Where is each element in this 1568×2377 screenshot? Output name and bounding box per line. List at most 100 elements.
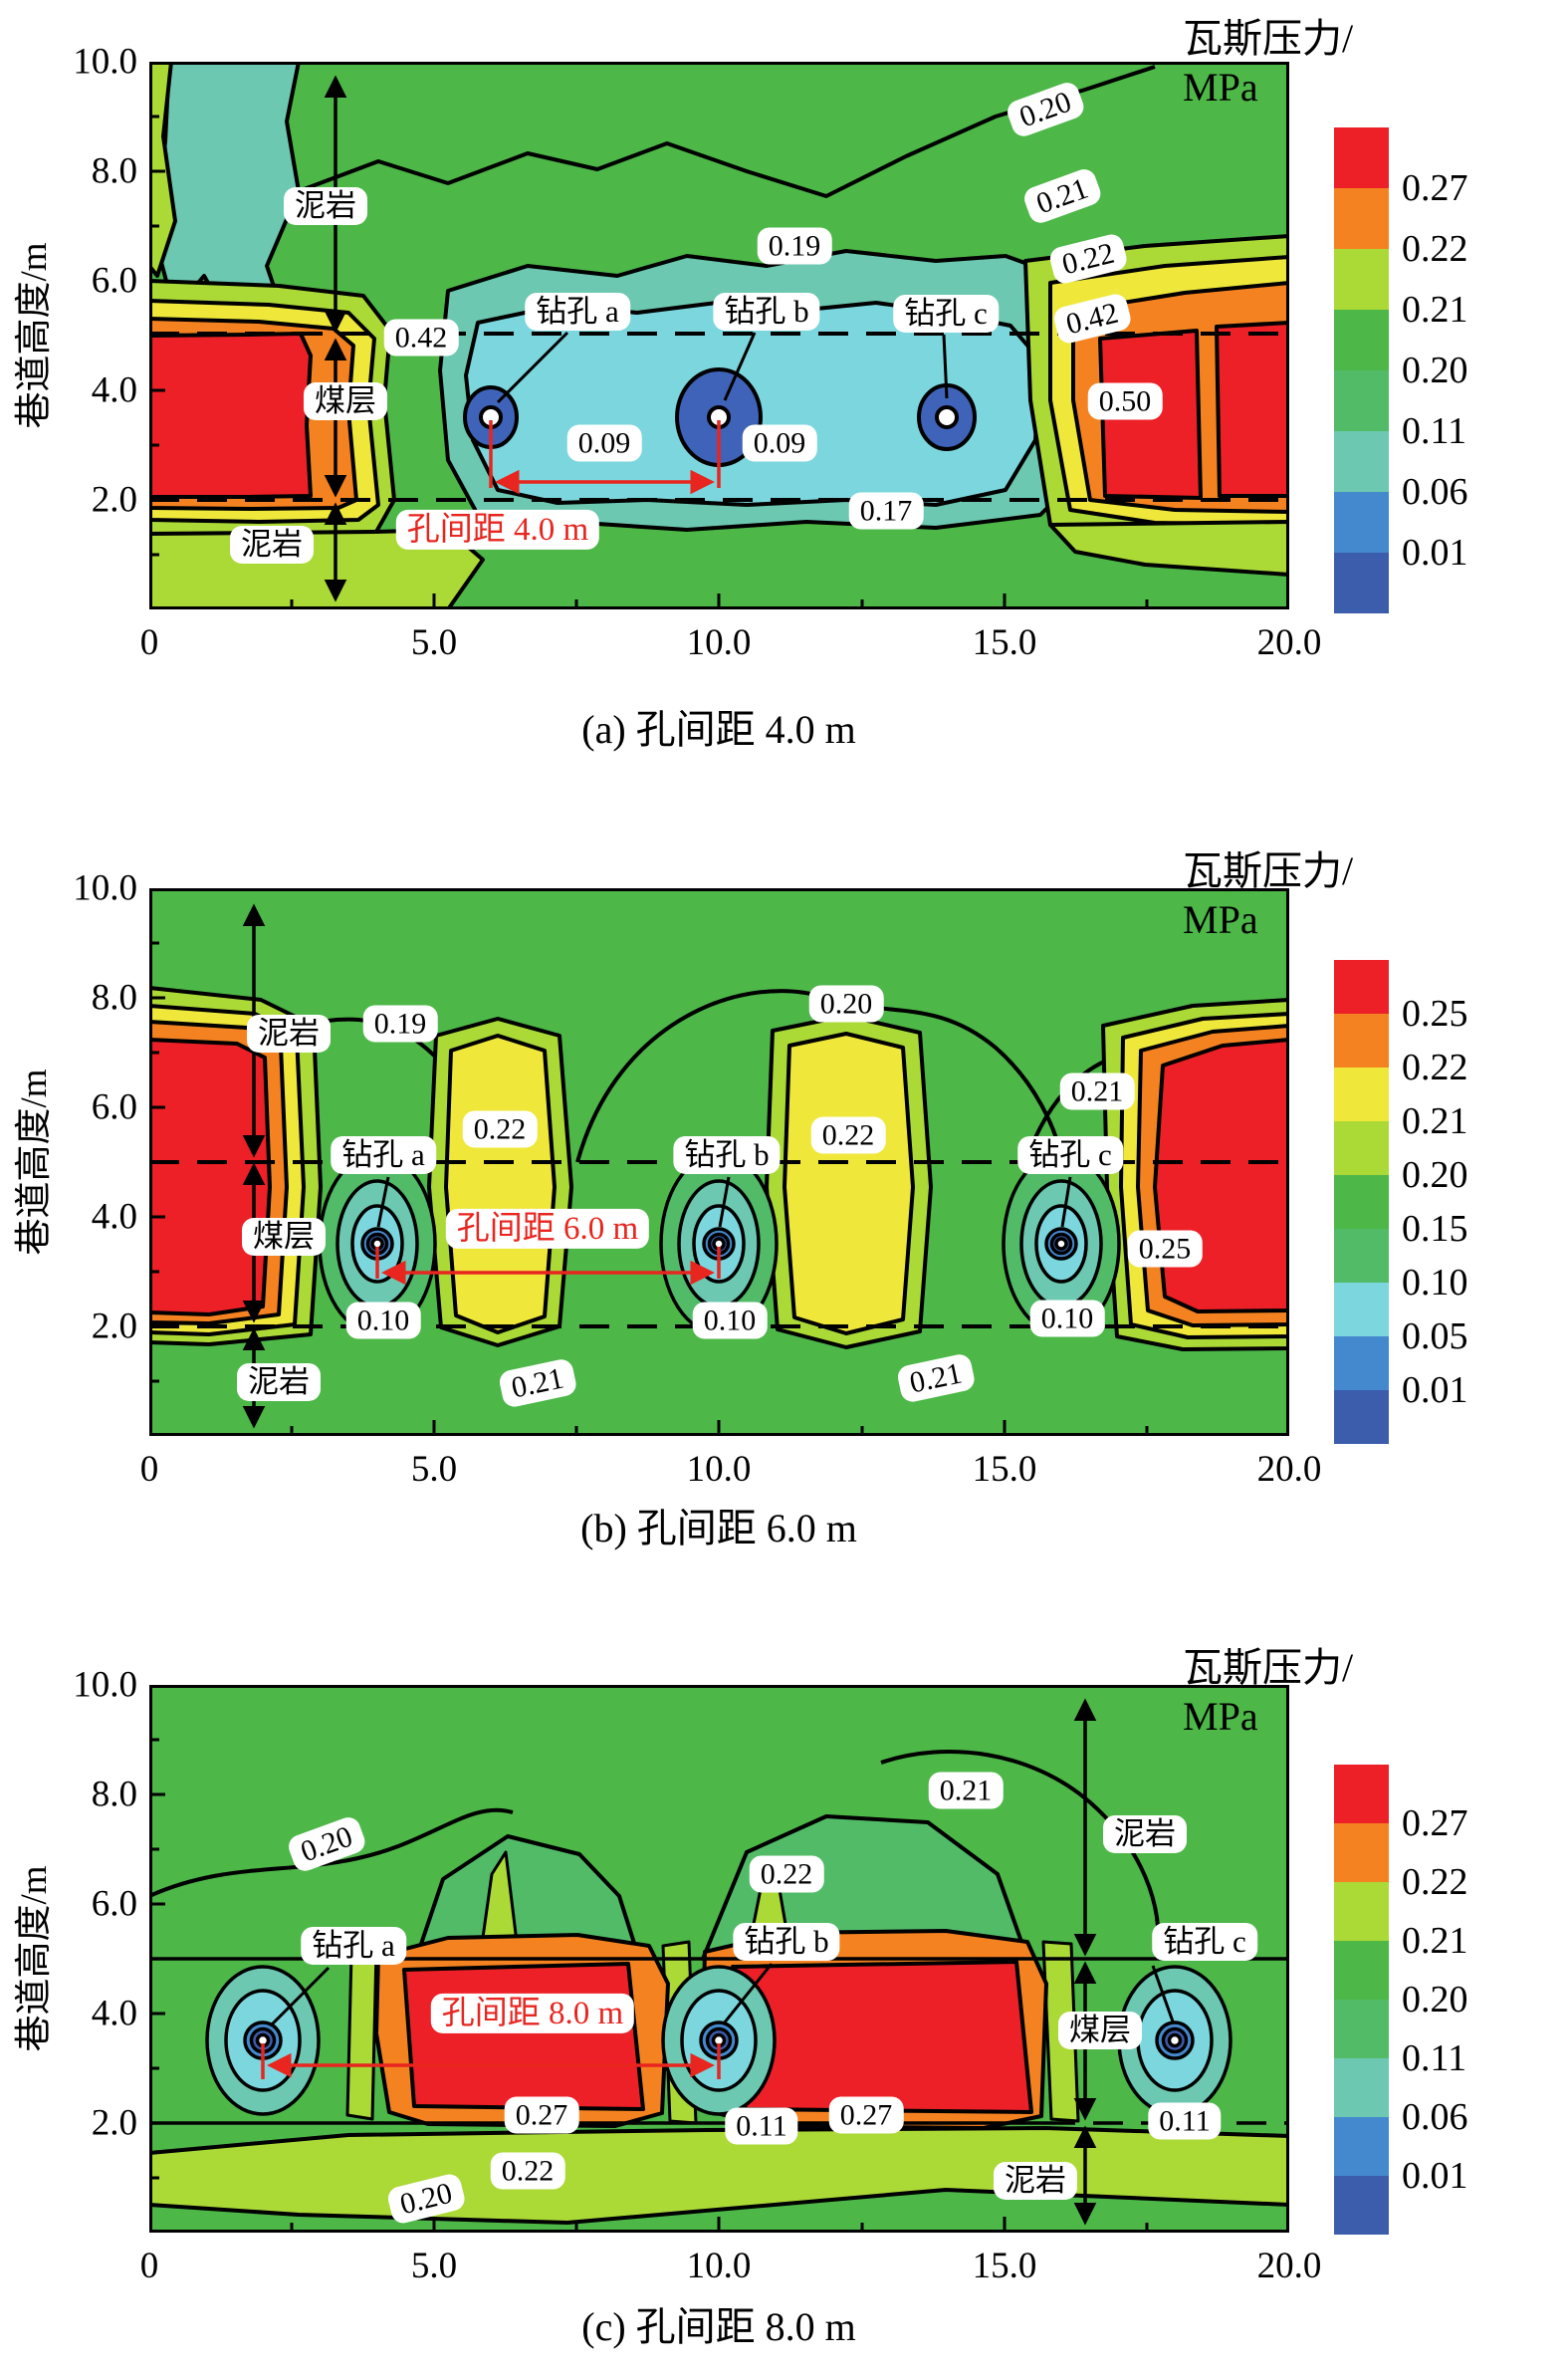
legend-value: 0.25 <box>1402 993 1468 1035</box>
x-tick: 10.0 <box>686 622 752 663</box>
borehole-leader-lines <box>496 331 949 404</box>
legend-value: 0.05 <box>1402 1315 1468 1357</box>
contour-label: 0.22 <box>810 1116 886 1154</box>
contour-label: 0.19 <box>757 227 832 265</box>
plot-border <box>149 1685 1289 2233</box>
x-tick: 20.0 <box>1256 2246 1322 2286</box>
stratum-label-mudstone-bottom: 泥岩 <box>994 2161 1077 2201</box>
legend-title: 瓦斯压力/ <box>1183 16 1354 61</box>
borehole-a-label: 钻孔 a <box>301 1926 406 1966</box>
legend-value: 0.22 <box>1402 1861 1468 1903</box>
borehole-c-label: 钻孔 c <box>893 294 999 334</box>
borehole-a-icon <box>205 1965 321 2116</box>
x-tick: 15.0 <box>972 622 1037 663</box>
legend-value: 0.20 <box>1402 1154 1468 1196</box>
x-tick: 5.0 <box>410 622 458 663</box>
plot-border <box>149 888 1289 1436</box>
borehole-c-label: 钻孔 c <box>1017 1135 1123 1175</box>
x-tick: 10.0 <box>686 2246 752 2286</box>
legend-unit: MPa <box>1183 897 1258 942</box>
y-tick: 8.0 <box>91 1774 137 1815</box>
y-tick: 6.0 <box>91 1883 137 1925</box>
x-tick: 10.0 <box>686 1449 752 1490</box>
spacing-annotation: 孔间距 8.0 m <box>430 1993 635 2034</box>
stratum-label-coal: 煤层 <box>1058 2011 1142 2050</box>
y-tick: 8.0 <box>91 977 137 1019</box>
contour-label: 0.21 <box>1059 1072 1135 1110</box>
legend-value: 0.20 <box>1402 350 1468 391</box>
contour-label: 0.27 <box>504 2096 579 2134</box>
contour-label: 0.11 <box>1148 2102 1222 2140</box>
legend-value: 0.06 <box>1402 471 1468 513</box>
legend-value: 0.21 <box>1402 289 1468 331</box>
contour-label: 0.27 <box>828 2096 904 2134</box>
borehole-leader-lines <box>376 1176 1072 1228</box>
contour-label: 0.20 <box>808 985 884 1023</box>
contour-label: 0.21 <box>928 1772 1004 1809</box>
legend-value: 0.21 <box>1402 1100 1468 1142</box>
x-tick: 0 <box>139 1449 159 1490</box>
x-tick: 5.0 <box>410 1449 458 1490</box>
legend-unit: MPa <box>1183 1694 1258 1739</box>
y-axis-title: 巷道高度/m <box>14 1865 55 2052</box>
contour-label: 0.10 <box>345 1302 421 1339</box>
borehole-b-label: 钻孔 b <box>713 292 820 332</box>
borehole-a-icon <box>318 1152 437 1335</box>
legend-value: 0.21 <box>1402 1920 1468 1962</box>
legend-title: 瓦斯压力/ <box>1183 1645 1354 1690</box>
y-tick: 2.0 <box>91 2102 137 2144</box>
contour-label: 0.42 <box>383 319 459 357</box>
legend-title: 瓦斯压力/ <box>1183 848 1354 893</box>
spacing-dimension-arrow <box>261 2043 721 2079</box>
contour-label: 0.09 <box>742 424 817 462</box>
plot-border <box>149 62 1289 609</box>
y-tick: 4.0 <box>91 369 137 411</box>
contour-label: 0.10 <box>1029 1300 1105 1337</box>
legend-value: 0.01 <box>1402 2155 1468 2197</box>
stratum-label-mudstone-top: 泥岩 <box>284 186 367 226</box>
stratum-label-mudstone-top: 泥岩 <box>1103 1814 1187 1854</box>
panel-b-plot: 泥岩 0.19 0.20 0.21 钻孔 a 0.22 钻孔 b 0.22 钻孔… <box>149 888 1289 1436</box>
y-tick: 2.0 <box>91 1306 137 1347</box>
legend-value: 0.10 <box>1402 1262 1468 1304</box>
borehole-b-label: 钻孔 b <box>733 1922 840 1962</box>
y-tick: 10.0 <box>73 1664 137 1706</box>
y-tick: 2.0 <box>91 479 137 521</box>
legend-value: 0.11 <box>1402 410 1467 452</box>
stratum-label-mudstone-bottom: 泥岩 <box>237 1362 321 1402</box>
y-tick: 6.0 <box>91 1086 137 1128</box>
legend-value: 0.15 <box>1402 1208 1468 1250</box>
x-tick: 15.0 <box>972 2246 1037 2286</box>
legend-value: 0.22 <box>1402 228 1468 270</box>
legend-value: 0.11 <box>1402 2037 1467 2079</box>
contour-label: 0.09 <box>566 424 642 462</box>
spacing-dimension-arrow <box>489 420 721 495</box>
legend-value: 0.27 <box>1402 167 1468 209</box>
contour-label: 0.25 <box>1127 1230 1203 1268</box>
panel-c-caption: (c) 孔间距 8.0 m <box>581 2304 856 2349</box>
y-tick: 10.0 <box>73 867 137 909</box>
contour-label: 0.17 <box>848 492 924 530</box>
panel-a-plot: 泥岩 0.42 煤层 泥岩 0.19 钻孔 a 钻孔 b 钻孔 c 0.09 0… <box>149 62 1289 609</box>
x-tick: 20.0 <box>1256 622 1322 663</box>
contour-label: 0.19 <box>362 1005 438 1043</box>
panel-c-colorbar <box>1334 1765 1389 2235</box>
legend-value: 0.06 <box>1402 2096 1468 2138</box>
borehole-b-icon <box>661 1965 777 2116</box>
borehole-c-label: 钻孔 c <box>1152 1922 1257 1962</box>
panel-b-caption: (b) 孔间距 6.0 m <box>580 1506 857 1550</box>
x-tick: 15.0 <box>972 1449 1037 1490</box>
contour-label: 0.22 <box>462 1110 538 1148</box>
borehole-a-label: 钻孔 a <box>525 292 630 332</box>
stratum-label-mudstone-bottom: 泥岩 <box>230 525 314 565</box>
stratum-label-mudstone-top: 泥岩 <box>247 1014 331 1054</box>
y-tick: 6.0 <box>91 260 137 302</box>
panel-a-caption: (a) 孔间距 4.0 m <box>581 707 856 752</box>
panel-b-colorbar <box>1334 960 1389 1444</box>
contour-label: 0.22 <box>749 1855 824 1893</box>
y-axis-title: 巷道高度/m <box>14 1069 55 1256</box>
borehole-a-label: 钻孔 a <box>331 1135 436 1175</box>
contour-label: 0.22 <box>490 2152 565 2190</box>
contour-label: 0.11 <box>725 2107 798 2145</box>
